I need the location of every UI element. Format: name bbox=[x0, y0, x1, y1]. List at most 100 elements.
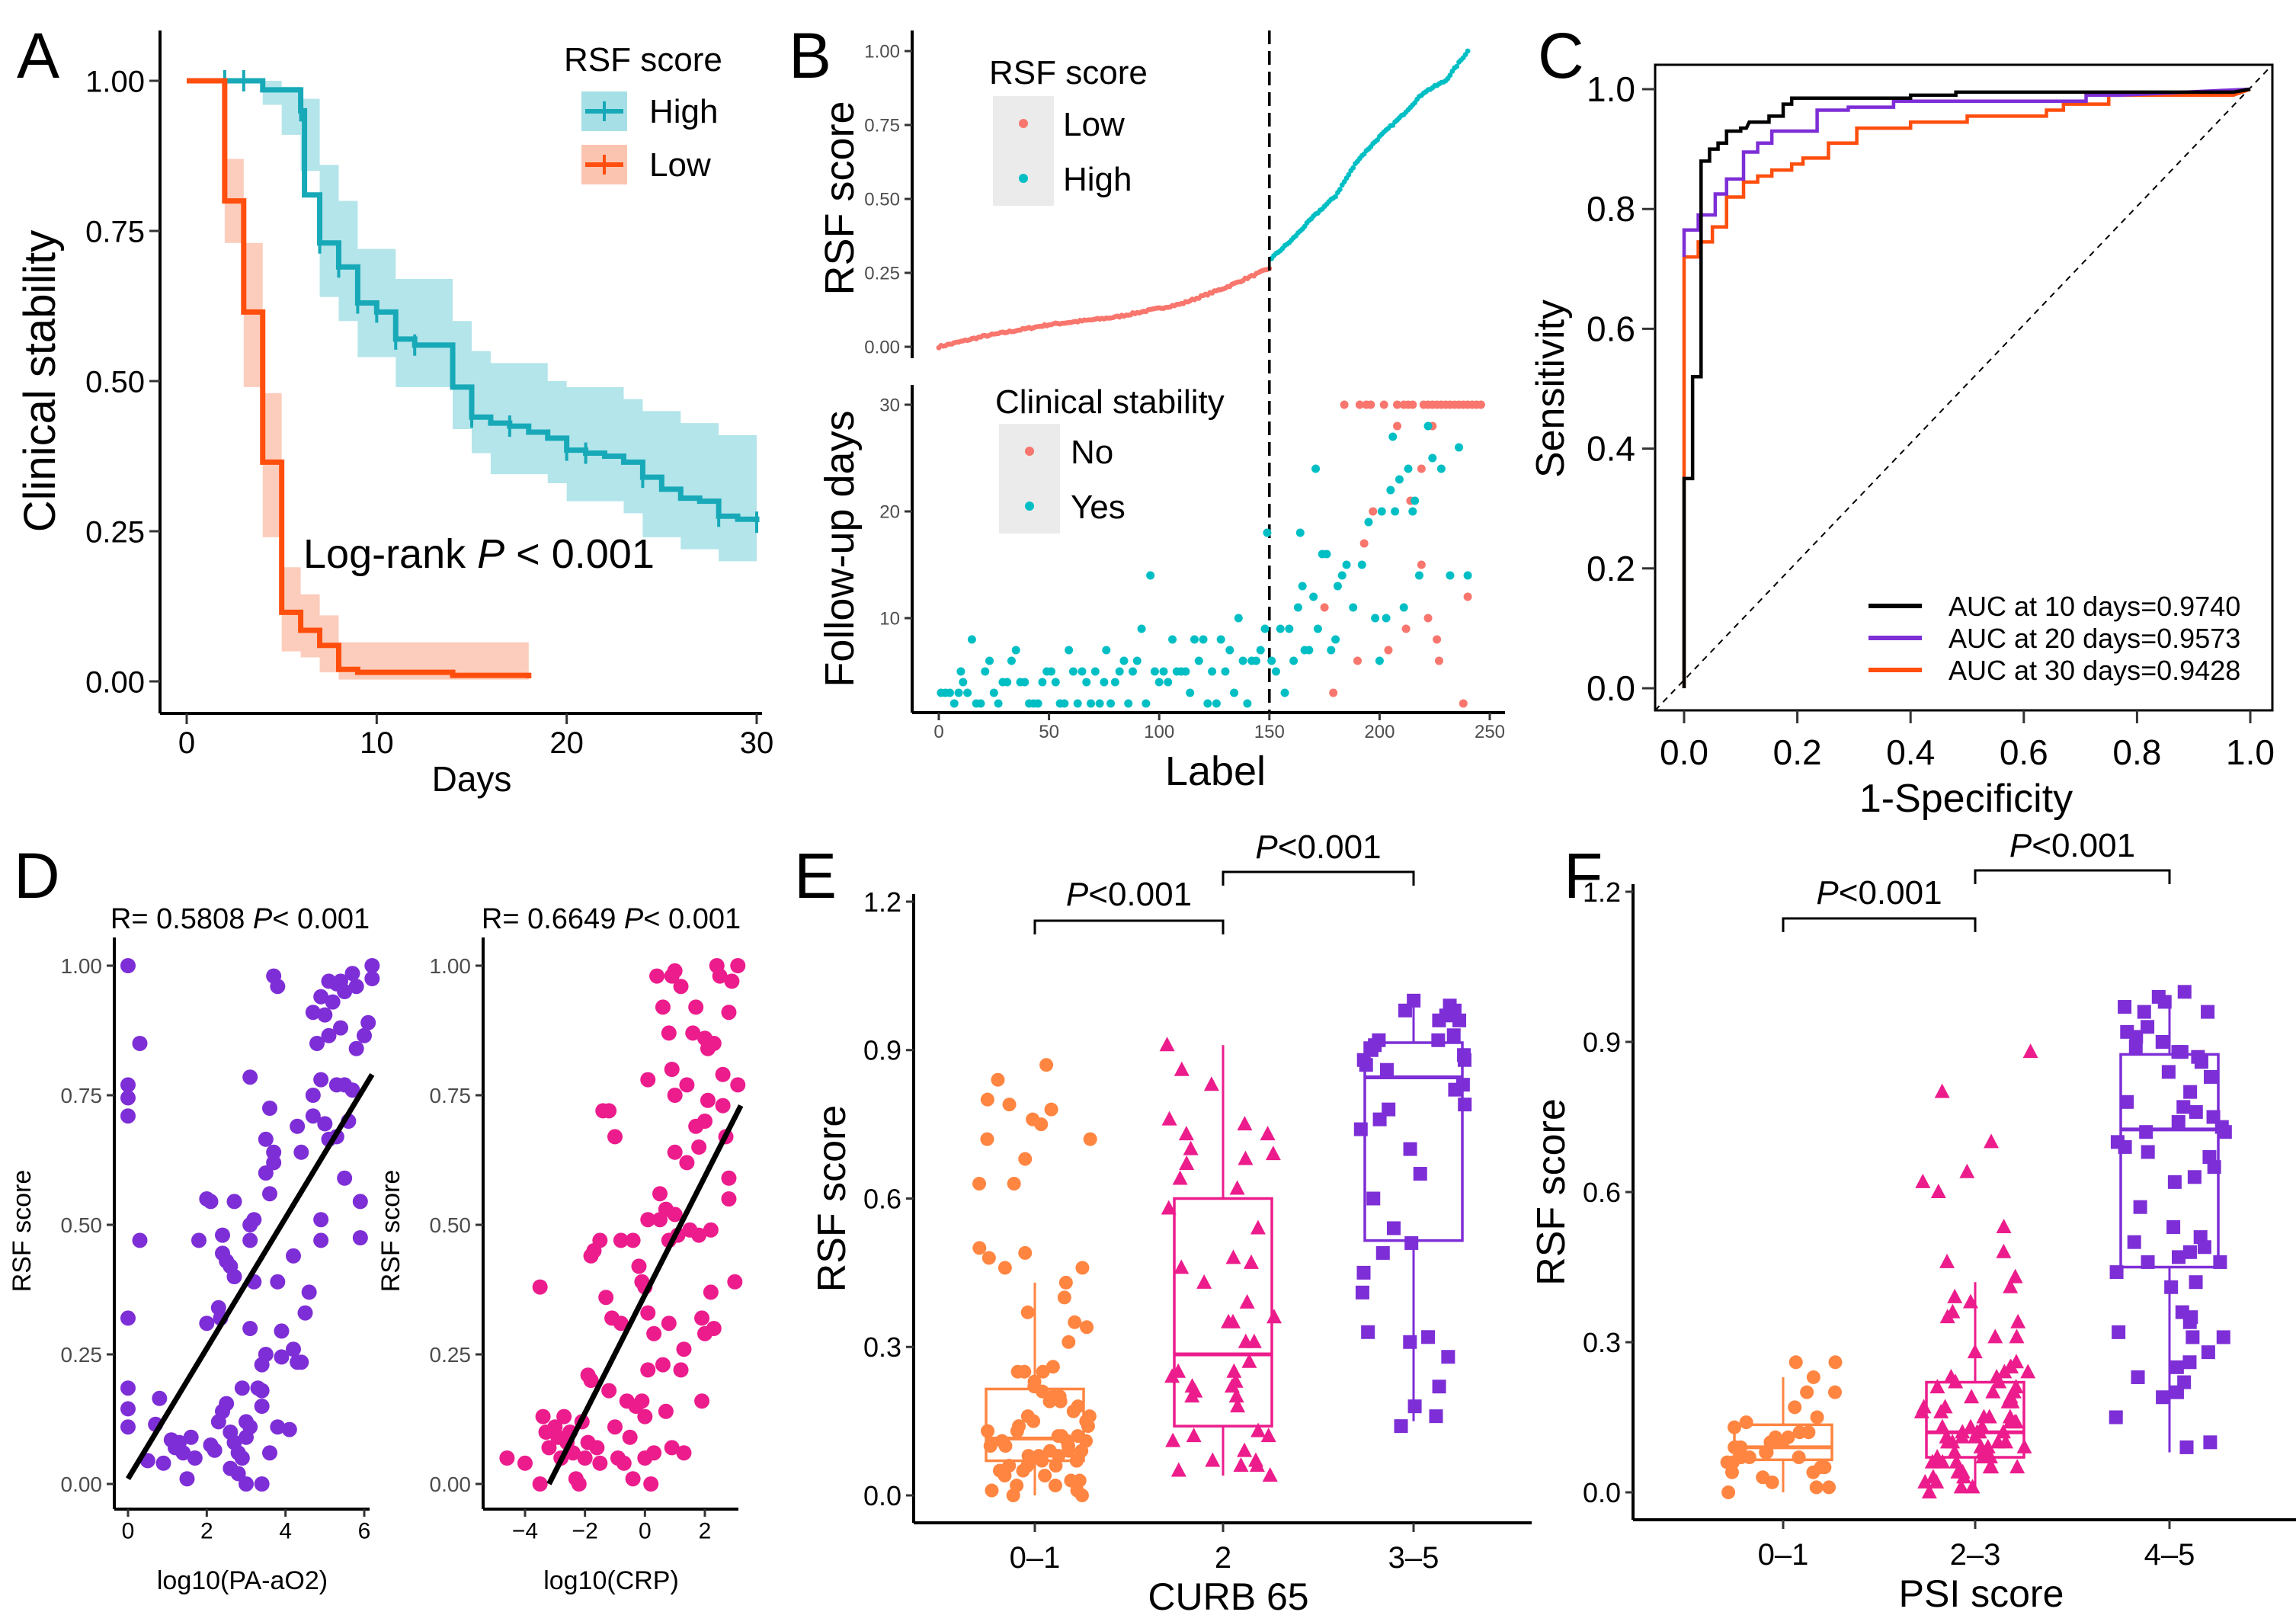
data-point bbox=[1010, 1424, 1024, 1438]
x-tick-label: 2 bbox=[200, 1519, 213, 1544]
score-point bbox=[1454, 63, 1460, 69]
data-point bbox=[1934, 1083, 1950, 1098]
data-point bbox=[1431, 1033, 1446, 1047]
scatter-point bbox=[183, 1429, 199, 1445]
scatter-point bbox=[715, 1066, 731, 1082]
followup-point bbox=[1377, 507, 1386, 516]
scatter-point bbox=[187, 1450, 203, 1466]
followup-point bbox=[1271, 667, 1280, 676]
data-point bbox=[1915, 1173, 1931, 1188]
data-point bbox=[1239, 1293, 1255, 1309]
data-point bbox=[1930, 1184, 1946, 1198]
data-point bbox=[1724, 1465, 1739, 1479]
followup-point bbox=[1359, 539, 1369, 548]
scatter-point bbox=[132, 1036, 148, 1051]
score-point bbox=[1447, 72, 1453, 79]
data-point bbox=[1429, 1409, 1443, 1424]
data-point bbox=[1228, 1388, 1244, 1403]
followup-point bbox=[1203, 699, 1212, 708]
scatter-point bbox=[667, 1088, 683, 1103]
y-tick-label: 0.3 bbox=[1583, 1327, 1621, 1358]
scatter-point bbox=[640, 1305, 656, 1321]
followup-point bbox=[1243, 699, 1252, 708]
followup-point bbox=[1110, 678, 1119, 687]
followup-point bbox=[954, 688, 963, 697]
scatter-point bbox=[120, 958, 136, 973]
followup-point bbox=[1313, 624, 1322, 633]
p-value-label: P<0.001 bbox=[2009, 827, 2135, 864]
data-point bbox=[2133, 1200, 2147, 1214]
y-tick-label: 0.75 bbox=[85, 215, 145, 248]
scatter-point bbox=[724, 973, 740, 989]
scatter-point bbox=[598, 1290, 614, 1306]
followup-point bbox=[1349, 603, 1358, 612]
x-axis-title: CURB 65 bbox=[1148, 1575, 1308, 1612]
data-point bbox=[1404, 1235, 1419, 1250]
scatter-point bbox=[622, 1429, 638, 1445]
followup-point bbox=[1353, 656, 1362, 665]
data-point bbox=[1809, 1480, 1824, 1495]
followup-point bbox=[985, 656, 994, 665]
data-point bbox=[1432, 1380, 1446, 1394]
data-point bbox=[1249, 1457, 1265, 1473]
x-tick-label: 20 bbox=[549, 726, 584, 760]
diagonal-reference-line bbox=[1654, 64, 2273, 711]
panel-letter-f: F bbox=[1564, 840, 1603, 912]
scatter-point bbox=[646, 1325, 662, 1341]
scatter-point bbox=[613, 1232, 629, 1248]
scatter-point bbox=[207, 1442, 223, 1458]
followup-point bbox=[1038, 678, 1047, 687]
followup-point bbox=[1386, 486, 1395, 495]
scatter-point bbox=[694, 1310, 710, 1326]
legend-title: RSF score bbox=[989, 54, 1148, 91]
followup-point bbox=[1212, 699, 1221, 708]
scatter-point bbox=[348, 1040, 364, 1056]
followup-point bbox=[1364, 518, 1373, 527]
scatter-point bbox=[676, 1341, 692, 1357]
data-point bbox=[1939, 1434, 1955, 1449]
followup-point bbox=[1150, 667, 1159, 676]
data-point bbox=[1946, 1444, 1962, 1459]
followup-point bbox=[1428, 453, 1437, 463]
data-point bbox=[1260, 1126, 1276, 1141]
significance-bracket bbox=[1222, 870, 1415, 886]
scatter-point bbox=[254, 1476, 270, 1492]
score-point bbox=[1337, 187, 1343, 192]
followup-point bbox=[1384, 646, 1393, 655]
x-tick-label: 30 bbox=[740, 726, 774, 760]
data-point bbox=[1792, 1450, 1806, 1465]
data-point bbox=[1929, 1473, 1945, 1489]
data-point bbox=[2118, 1000, 2132, 1014]
legend-label: High bbox=[649, 93, 719, 130]
followup-point bbox=[1137, 624, 1146, 633]
data-point bbox=[2218, 1125, 2232, 1139]
scatter-point bbox=[592, 1455, 608, 1471]
data-point bbox=[1967, 1344, 1983, 1359]
scatter-point bbox=[290, 1118, 306, 1134]
scatter-point bbox=[694, 1393, 710, 1409]
followup-point bbox=[1020, 678, 1030, 687]
followup-point bbox=[1068, 667, 1078, 676]
y-tick-label: 1.2 bbox=[863, 886, 901, 918]
data-point bbox=[1953, 1479, 1969, 1494]
followup-point bbox=[945, 688, 954, 697]
legend-dot bbox=[1019, 174, 1028, 183]
data-point bbox=[1375, 1245, 1390, 1260]
followup-point bbox=[1295, 528, 1305, 537]
correlation-title: R= 0.5808 P< 0.001 bbox=[110, 903, 370, 935]
scatter-point bbox=[120, 1090, 136, 1106]
data-point bbox=[1230, 1398, 1246, 1413]
data-point bbox=[2201, 1005, 2215, 1019]
y-tick-label: 0.75 bbox=[430, 1084, 472, 1107]
x-tick-label: 0 bbox=[639, 1519, 652, 1544]
scatter-point bbox=[179, 1471, 195, 1487]
followup-point bbox=[1115, 667, 1124, 676]
scatter-point bbox=[305, 1108, 321, 1124]
data-point bbox=[2127, 1235, 2141, 1249]
scatter-point bbox=[344, 966, 360, 982]
x-tick-label: 0.4 bbox=[1886, 732, 1935, 772]
scatter-point bbox=[286, 1248, 301, 1264]
data-point bbox=[1800, 1385, 1814, 1399]
scatter-point bbox=[664, 1062, 680, 1077]
y-axis-title: RSF score bbox=[8, 1170, 37, 1293]
